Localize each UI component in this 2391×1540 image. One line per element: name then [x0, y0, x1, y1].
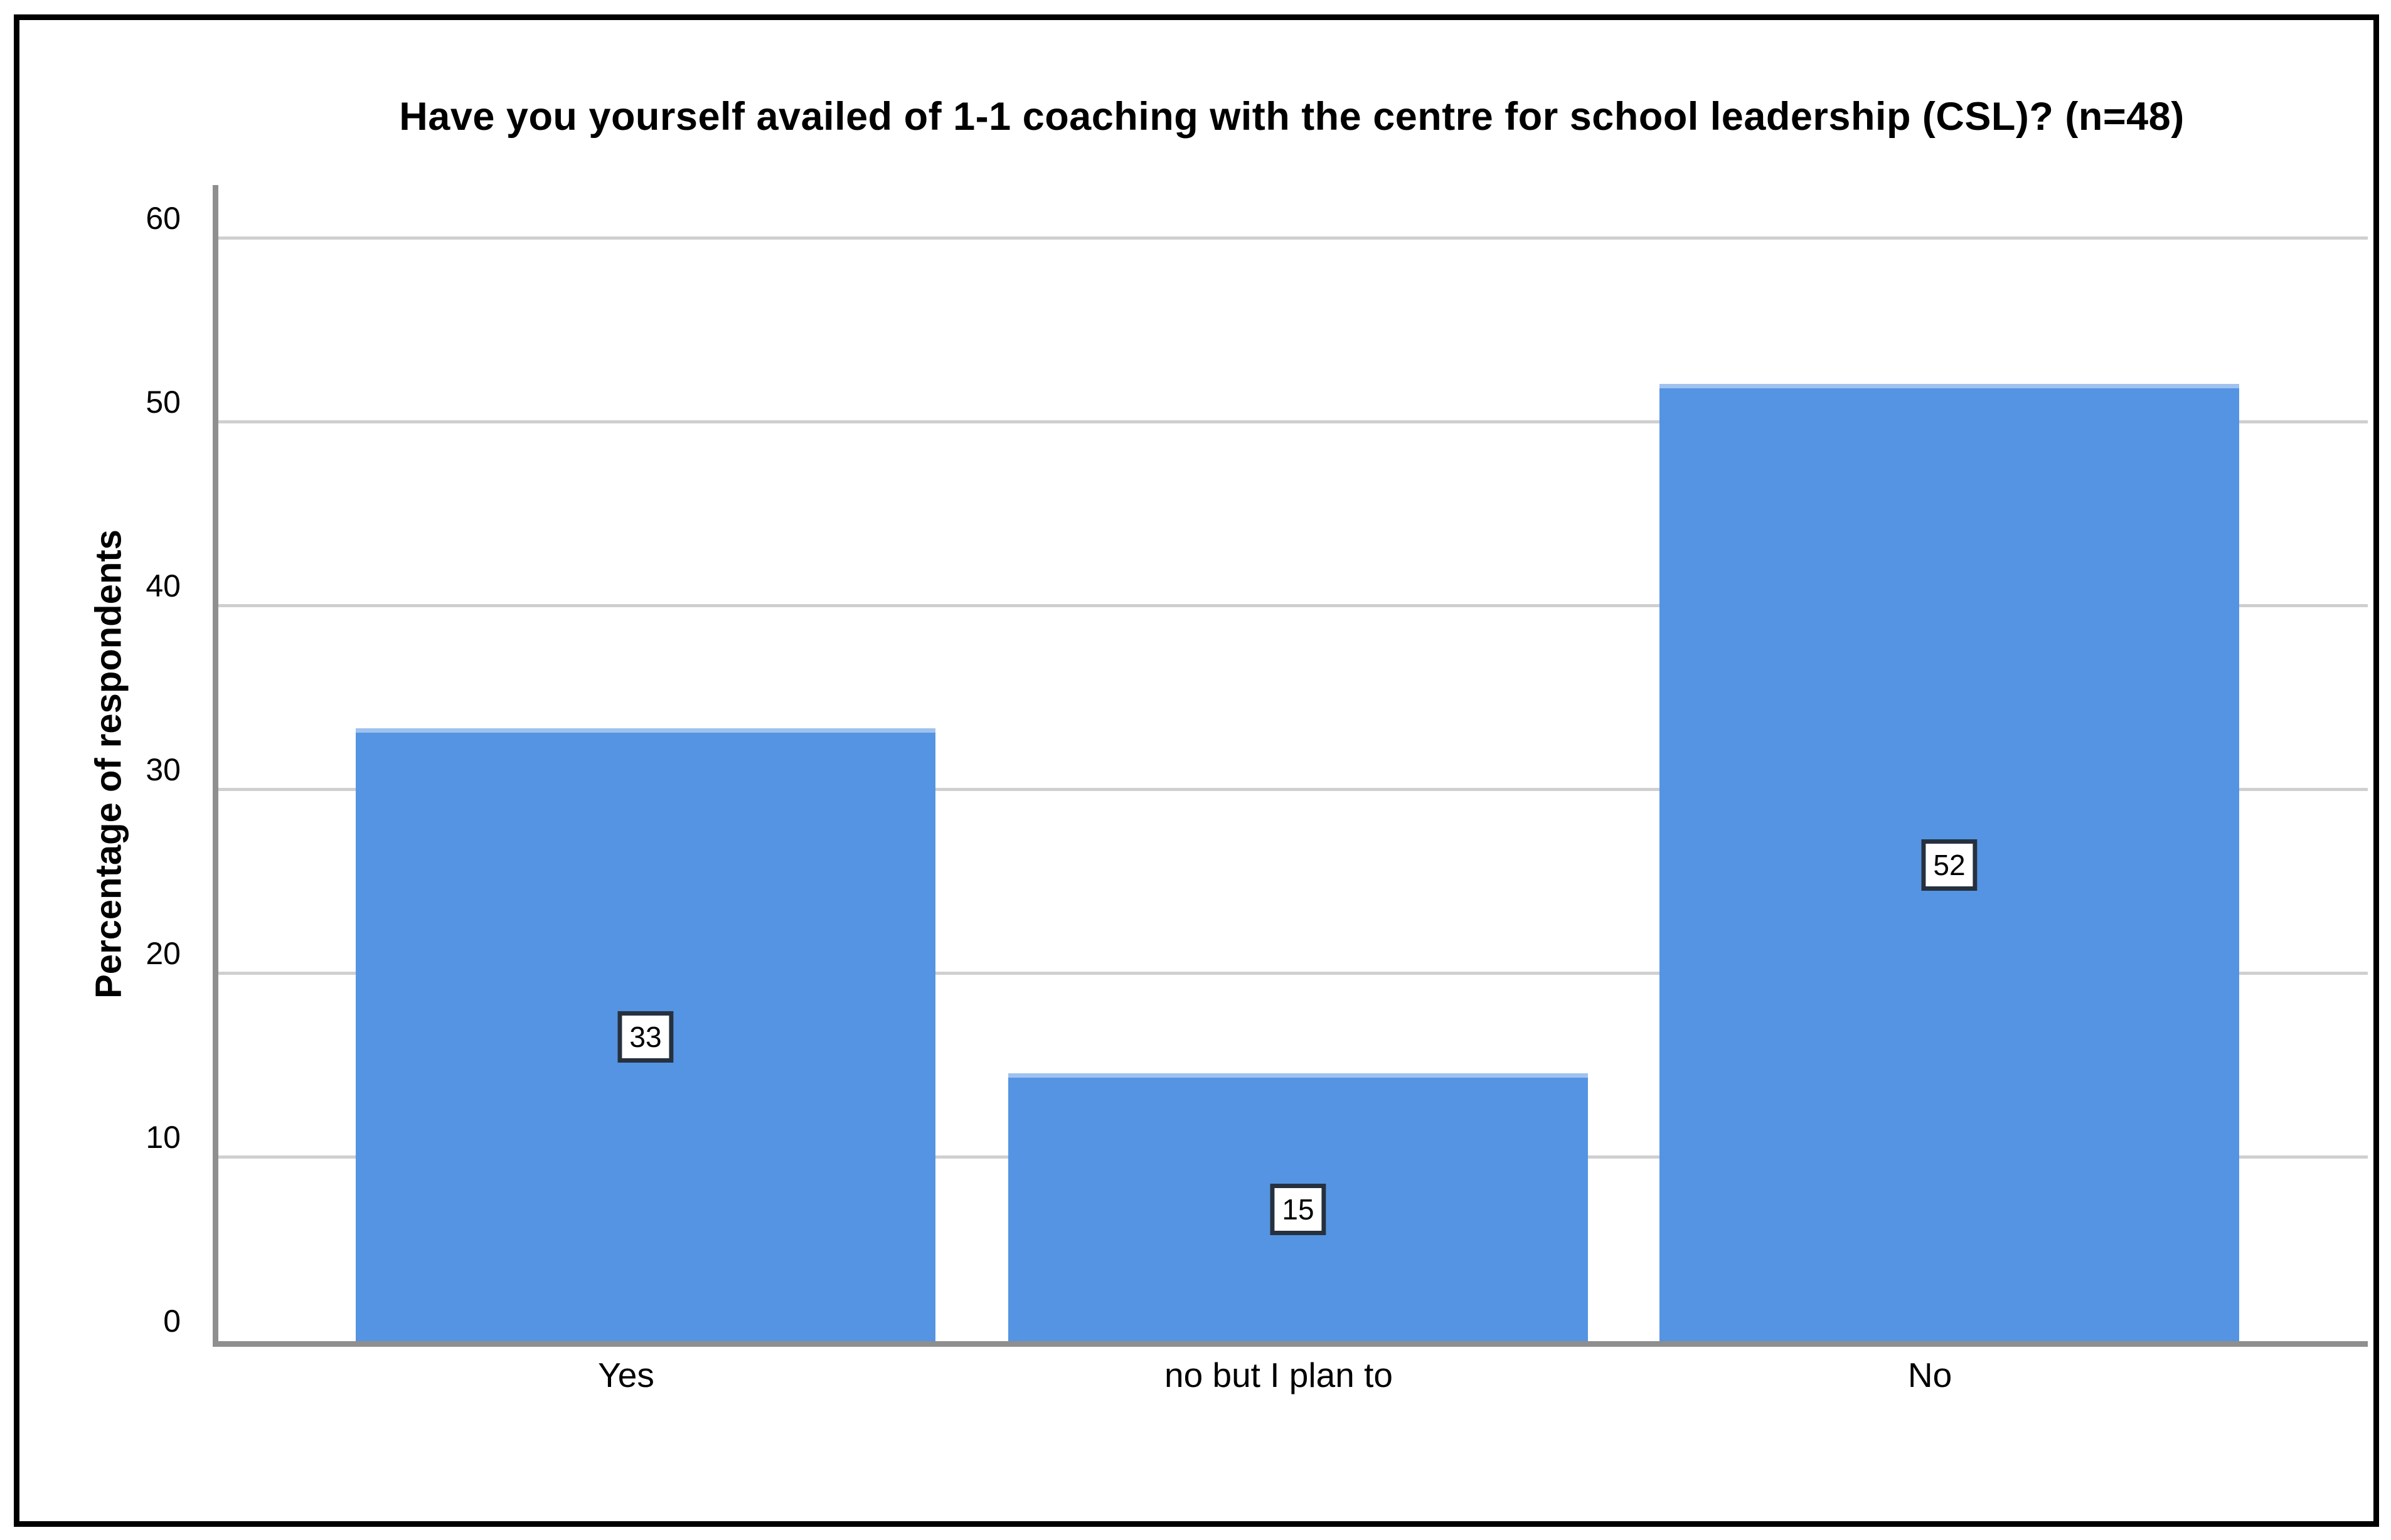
figure-frame: Have you yourself availed of 1-1 coachin… — [14, 14, 2379, 1527]
bar-value-label: 52 — [1921, 839, 1978, 891]
bar-value-label: 33 — [617, 1011, 674, 1063]
plot-area: 33 15 52 — [213, 185, 2368, 1347]
x-tick-label-no: No — [1907, 1356, 1952, 1394]
y-tick-label-60: 60 — [146, 201, 181, 236]
x-tick-label-yes: Yes — [598, 1356, 654, 1394]
bar-value-label: 15 — [1270, 1183, 1326, 1235]
y-tick-label-30: 30 — [146, 752, 181, 787]
gridline-y-40 — [218, 604, 2368, 607]
bar-no-but-i-plan-to: 15 — [1008, 1073, 1588, 1341]
gridline-y-30 — [218, 788, 2368, 791]
gridline-y-60 — [218, 236, 2368, 240]
y-tick-label-50: 50 — [146, 385, 181, 420]
bar-yes: 33 — [356, 728, 935, 1341]
y-tick-label-40: 40 — [146, 568, 181, 603]
bar-no: 52 — [1659, 384, 2239, 1341]
chart-title: Have you yourself availed of 1-1 coachin… — [399, 95, 2185, 139]
y-tick-label-20: 20 — [146, 936, 181, 971]
y-tick-label-10: 10 — [146, 1120, 181, 1155]
y-tick-label-0: 0 — [163, 1304, 181, 1339]
x-tick-label-no-but-i-plan-to: no but I plan to — [1164, 1356, 1393, 1394]
gridline-y-20 — [218, 972, 2368, 975]
gridline-y-50 — [218, 420, 2368, 423]
